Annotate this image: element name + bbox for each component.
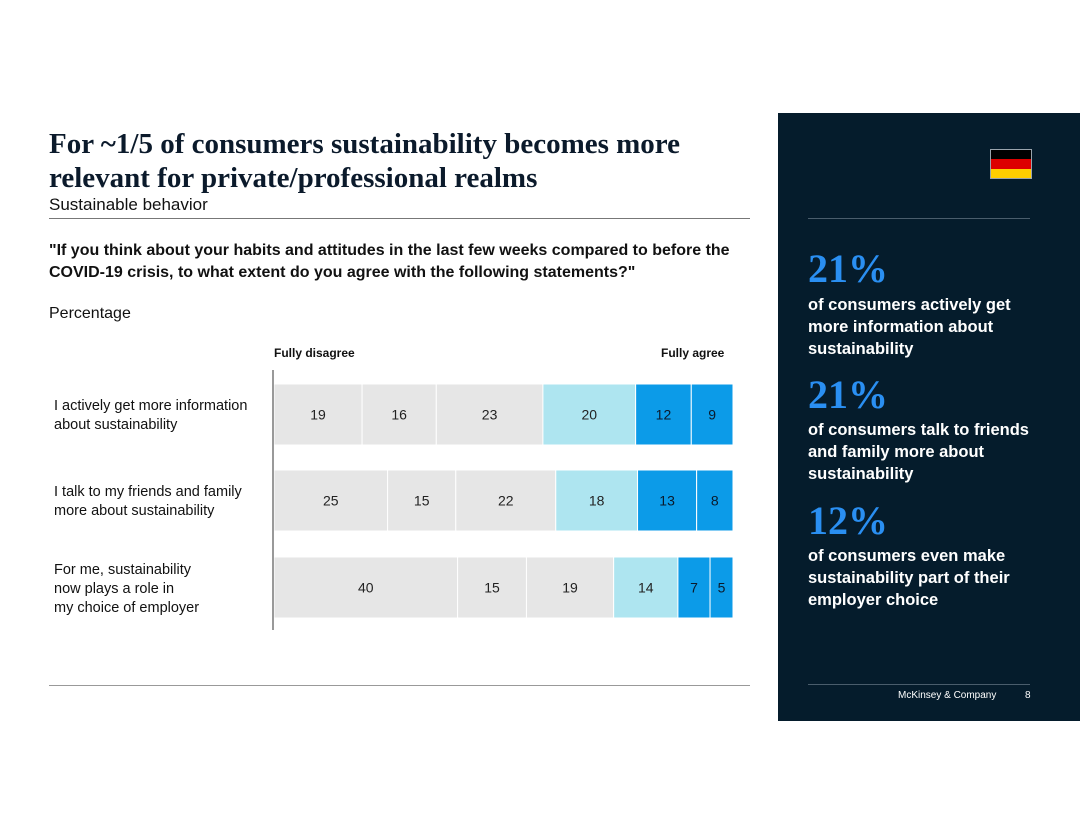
bar-segment-r1-s6 <box>690 383 734 446</box>
bar-value-label-r1-s1: 19 <box>310 407 326 423</box>
stat-1-value: 21% <box>808 246 888 291</box>
stat-3-text: of consumers even make sustainability pa… <box>808 547 1010 609</box>
bar-value-label-r1-s5: 12 <box>656 407 672 423</box>
row-label-2: I talk to my friends and family more abo… <box>54 483 269 521</box>
row-label-3-line-3: my choice of employer <box>54 600 200 616</box>
flag-stripe-1 <box>991 150 1031 160</box>
bar-value-label-r1-s4: 20 <box>581 407 597 423</box>
title-divider <box>49 218 750 219</box>
row-label-2-line-1: I talk to my friends and family <box>54 484 242 500</box>
row-label-2-line-2: more about sustainability <box>54 503 215 519</box>
stat-1-text: of consumers actively get more informati… <box>808 296 1011 358</box>
row-label-3-line-2: now plays a role in <box>54 581 175 597</box>
bar-segment-r2-s3 <box>455 469 557 532</box>
scale-left-label: Fully disagree <box>274 346 355 360</box>
row-label-3: For me, sustainability now plays a role … <box>54 561 269 618</box>
bar-segment-r3-s1 <box>273 556 459 619</box>
bar-segment-r3-s2 <box>457 556 527 619</box>
germany-flag-icon <box>990 149 1032 179</box>
stats-panel: 21% of consumers actively get more infor… <box>778 113 1080 721</box>
bar-segment-r3-s4 <box>613 556 679 619</box>
bar-value-label-r1-s3: 23 <box>482 407 498 423</box>
footer-brand: McKinsey & Company <box>898 690 997 701</box>
bar-value-label-r2-s4: 18 <box>589 493 605 509</box>
bar-segment-r2-s5 <box>637 469 698 532</box>
row-label-1-line-1: I actively get more information <box>54 398 248 414</box>
survey-question: "If you think about your habits and atti… <box>49 242 730 281</box>
bar-segment-r2-s4 <box>555 469 639 532</box>
stat-3-value: 12% <box>808 498 888 543</box>
flag-stripe-2 <box>991 159 1031 169</box>
bar-segment-r3-s3 <box>525 556 615 619</box>
bar-value-label-r3-s2: 15 <box>484 580 500 596</box>
row-label-1-line-2: about sustainability <box>54 417 178 433</box>
flag-stripe-3 <box>991 168 1031 178</box>
bottom-divider <box>49 685 750 686</box>
bar-value-label-r3-s1: 40 <box>358 580 374 596</box>
scale-right-label: Fully agree <box>661 346 725 360</box>
footer-page-number: 8 <box>1025 690 1031 701</box>
unit-label: Percentage <box>49 305 131 322</box>
bar-value-label-r2-s1: 25 <box>323 493 339 509</box>
bar-value-label-r2-s2: 15 <box>414 493 430 509</box>
bar-segment-r1-s3 <box>435 383 544 446</box>
bar-value-label-r3-s5: 7 <box>690 580 698 596</box>
bar-segment-r3-s5 <box>677 556 711 619</box>
panel-divider-bottom <box>808 684 1030 685</box>
bar-segment-r1-s2 <box>361 383 437 446</box>
bar-value-label-r3-s6: 5 <box>718 580 726 596</box>
bar-value-label-r3-s3: 19 <box>562 580 578 596</box>
bar-value-label-r2-s6: 8 <box>711 493 719 509</box>
stat-2-text: of consumers talk to friends and family … <box>808 421 1029 483</box>
row-label-3-line-1: For me, sustainability <box>54 562 191 578</box>
slide-title: For ~1/5 of consumers sustainability bec… <box>49 128 681 194</box>
bar-value-label-r1-s2: 16 <box>391 407 407 423</box>
bar-value-label-r1-s6: 9 <box>708 407 716 423</box>
stat-2-value: 21% <box>808 372 888 417</box>
row-label-1: I actively get more information about su… <box>54 397 269 435</box>
bar-segment-r2-s6 <box>696 469 734 532</box>
bar-value-label-r2-s3: 22 <box>498 493 514 509</box>
bar-value-label-r3-s4: 14 <box>638 580 654 596</box>
stacked-bar-chart: 19 16 23 20 12 9 25 15 22 18 13 8 40 15 19 14 7 5 <box>272 370 734 630</box>
bar-value-label-r2-s5: 13 <box>659 493 675 509</box>
panel-divider-top <box>808 218 1030 219</box>
bar-segment-r3-s6 <box>709 556 734 619</box>
slide-subtitle: Sustainable behavior <box>49 195 208 214</box>
